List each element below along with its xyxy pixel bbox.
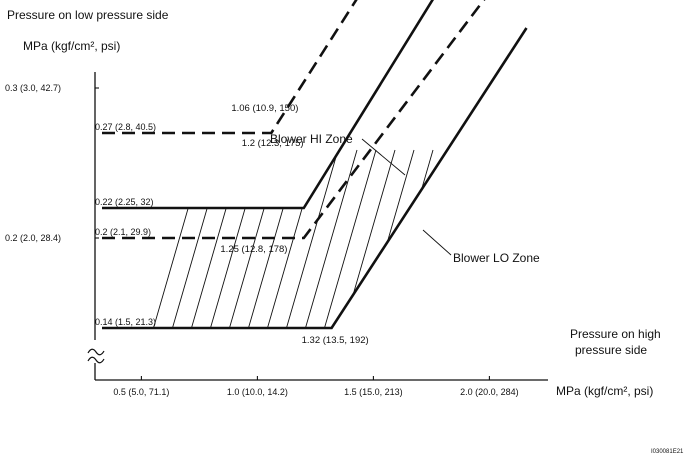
x-tick-label-0: 0.5 (5.0, 71.1) xyxy=(113,387,169,397)
x-tick-label-3: 2.0 (20.0, 284) xyxy=(460,387,519,397)
series-lines xyxy=(102,0,528,330)
y-tick-label-2: 0.3 (3.0, 42.7) xyxy=(5,83,61,93)
series-line-3 xyxy=(102,27,528,330)
hatch-line-15 xyxy=(434,149,491,328)
lo-zone-hatching xyxy=(149,149,527,328)
hatch-line-18 xyxy=(491,149,527,328)
hatch-line-14 xyxy=(415,149,472,328)
hatch-line-9 xyxy=(320,149,377,328)
annotation-2: 1.25 (12.8, 178) xyxy=(220,244,287,255)
y-value-label-2: 0.2 (2.1, 29.9) xyxy=(95,227,151,237)
y-value-label-1: 0.22 (2.25, 32) xyxy=(95,197,154,207)
annotations: 1.06 (10.9, 150) 1.2 (12.3, 175) 1.25 (12.… xyxy=(220,103,368,346)
series-line-1 xyxy=(102,0,435,210)
annotation-1: 1.2 (12.3, 175) xyxy=(242,138,304,149)
y-value-label-3: 0.14 (1.5, 21.3) xyxy=(95,317,156,327)
zone-label-hi: Blower HI Zone xyxy=(270,132,353,146)
annotation-0: 1.06 (10.9, 150) xyxy=(231,103,298,114)
hatch-line-8 xyxy=(301,149,358,328)
y-value-label-0: 0.27 (2.8, 40.5) xyxy=(95,122,156,132)
figure-code: I030081E21 xyxy=(651,449,684,455)
series-line-2 xyxy=(102,0,486,240)
ticks xyxy=(95,87,490,380)
x-tick-label-1: 1.0 (10.0, 14.2) xyxy=(227,387,288,397)
hatch-line-16 xyxy=(453,149,510,328)
series-line-0 xyxy=(102,0,358,135)
zone-label-lo: Blower LO Zone xyxy=(453,251,540,265)
x-axis-title-line1: Pressure on high xyxy=(570,327,661,341)
tick-labels: 0.5 (5.0, 71.1) 1.0 (10.0, 14.2) 1.5 (15.0… xyxy=(5,83,519,397)
zone-leader-hi xyxy=(361,138,406,176)
hatch-line-17 xyxy=(472,149,527,328)
y-axis-title: Pressure on low pressure side xyxy=(7,8,169,22)
x-tick-label-2: 1.5 (15.0, 213) xyxy=(344,387,403,397)
axis-break-icon xyxy=(87,348,105,364)
axes xyxy=(87,72,548,381)
annotation-3: 1.32 (13.5, 192) xyxy=(302,335,369,346)
x-axis-units: MPa (kgf/cm², psi) xyxy=(556,384,653,398)
x-axis-title-line2: pressure side xyxy=(575,343,647,357)
y-axis-units: MPa (kgf/cm², psi) xyxy=(23,39,120,53)
y-tick-label-3: 0.2 (2.0, 28.4) xyxy=(5,233,61,243)
hatch-line-7 xyxy=(282,149,339,328)
zone-leader-lo xyxy=(422,229,452,256)
